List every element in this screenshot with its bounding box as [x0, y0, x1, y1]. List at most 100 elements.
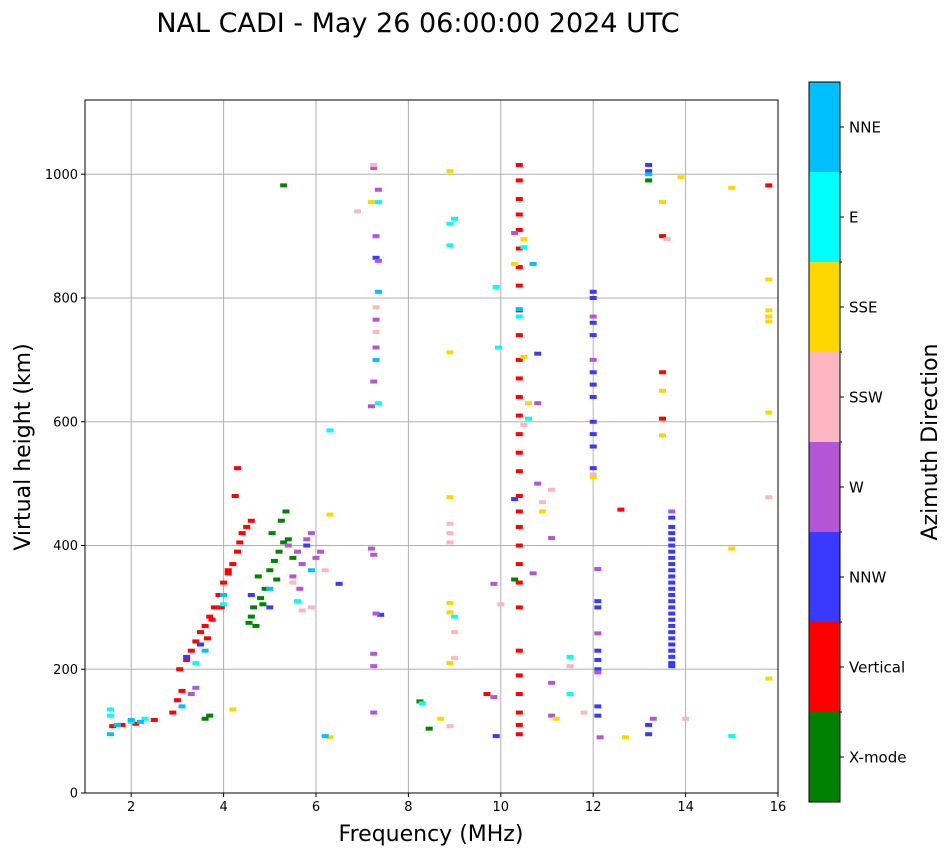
y-axis-label: Virtual height (km): [11, 343, 36, 550]
data-point-w: [372, 317, 380, 322]
data-point-ssw: [307, 605, 315, 610]
colorbar-tick-label: SSW: [849, 389, 883, 407]
data-point-w: [307, 531, 315, 536]
data-point-vertical: [515, 283, 523, 288]
data-point-nnw: [594, 713, 602, 718]
data-point-nnw: [377, 612, 385, 617]
data-point-nne: [321, 734, 329, 739]
data-point-sse: [520, 354, 528, 359]
data-point-x-mode: [275, 549, 283, 554]
data-point-w: [589, 314, 597, 319]
data-point-nnw: [645, 169, 653, 174]
data-point-sse: [728, 546, 736, 551]
data-point-e: [141, 716, 149, 721]
data-point-nnw: [492, 734, 500, 739]
data-point-vertical: [659, 234, 666, 239]
data-point-nnw: [668, 617, 676, 622]
data-point-nnw: [668, 630, 676, 635]
x-tick-label: 12: [585, 800, 602, 815]
data-point-x-mode: [511, 577, 519, 582]
data-point-nnw: [247, 593, 255, 597]
data-point-e: [520, 245, 528, 250]
data-point-nne: [307, 568, 315, 573]
data-point-sse: [446, 495, 454, 500]
data-point-vertical: [109, 724, 117, 729]
data-point-vertical: [515, 162, 523, 167]
data-point-nnw: [645, 722, 653, 727]
data-point-w: [548, 680, 556, 685]
data-point-nnw: [589, 466, 597, 471]
data-point-nnw: [303, 543, 311, 548]
data-point-nnw: [589, 289, 597, 294]
data-point-nnw: [589, 419, 597, 424]
data-point-vertical: [215, 593, 223, 597]
data-point-w: [372, 234, 380, 239]
data-point-nnw: [668, 586, 676, 591]
y-tick-label: 600: [53, 415, 78, 430]
data-point-e: [192, 661, 200, 666]
data-point-vertical: [515, 432, 523, 437]
data-point-ssw: [298, 608, 306, 613]
data-point-e: [515, 314, 523, 319]
data-point-ssw: [538, 500, 546, 505]
data-point-x-mode: [270, 558, 278, 563]
data-point-ssw: [354, 209, 362, 214]
colorbar-segment: [809, 532, 840, 622]
data-point-ssw: [566, 664, 574, 669]
y-tick-label: 200: [53, 663, 78, 678]
data-point-vertical: [247, 518, 255, 523]
data-point-nnw: [594, 657, 602, 662]
data-point-ssw: [289, 580, 297, 585]
colorbar-segment: [809, 82, 840, 172]
data-point-x-mode: [247, 614, 255, 619]
data-point-sse: [326, 735, 334, 740]
data-point-nnw: [668, 524, 676, 529]
data-point-vertical: [515, 605, 523, 610]
data-point-x-mode: [280, 183, 288, 188]
data-point-vertical: [224, 571, 232, 576]
data-point-x-mode: [250, 605, 258, 610]
data-point-nnw: [594, 667, 602, 672]
data-point-nnw: [668, 531, 676, 536]
x-tick-label: 2: [127, 800, 135, 815]
data-point-e: [374, 200, 382, 205]
colorbar-tick-label: W: [849, 479, 864, 497]
data-point-vertical: [515, 524, 523, 529]
data-point-vertical: [217, 605, 225, 610]
data-point-vertical: [617, 507, 625, 512]
data-point-sse: [659, 200, 666, 205]
data-point-nnw: [594, 648, 602, 653]
data-point-sse: [520, 237, 528, 242]
data-point-vertical: [515, 580, 523, 585]
data-point-w: [303, 537, 311, 542]
colorbar-segment: [809, 622, 840, 712]
data-point-nnw: [589, 370, 597, 375]
data-point-nnw: [668, 593, 676, 597]
data-point-nnw: [668, 661, 676, 666]
data-point-x-mode: [245, 620, 253, 625]
colorbar: X-mode Vertical NNW W SSW SSE E NNE: [808, 81, 906, 803]
data-point-x-mode: [289, 555, 297, 560]
x-tick-label: 6: [312, 800, 320, 815]
data-point-x-mode: [257, 596, 265, 601]
data-point-nnw: [668, 549, 676, 554]
data-point-sse: [446, 661, 454, 666]
data-point-ssw: [372, 330, 380, 335]
data-point-w: [294, 549, 302, 554]
data-point-nnw: [668, 611, 676, 616]
data-point-w: [370, 379, 378, 384]
data-point-w: [534, 401, 542, 406]
data-point-w: [548, 713, 556, 718]
data-point-x-mode: [280, 540, 288, 545]
data-point-w: [548, 536, 556, 541]
data-point-x-mode: [282, 509, 290, 514]
data-point-nnw: [197, 642, 204, 647]
data-point-ssw: [451, 656, 459, 661]
data-point-nnw: [594, 605, 602, 610]
data-point-e: [566, 654, 574, 659]
data-point-e: [728, 734, 736, 739]
y-tick-label: 400: [53, 539, 78, 554]
data-point-vertical: [515, 562, 523, 567]
data-point-x-mode: [206, 713, 214, 718]
